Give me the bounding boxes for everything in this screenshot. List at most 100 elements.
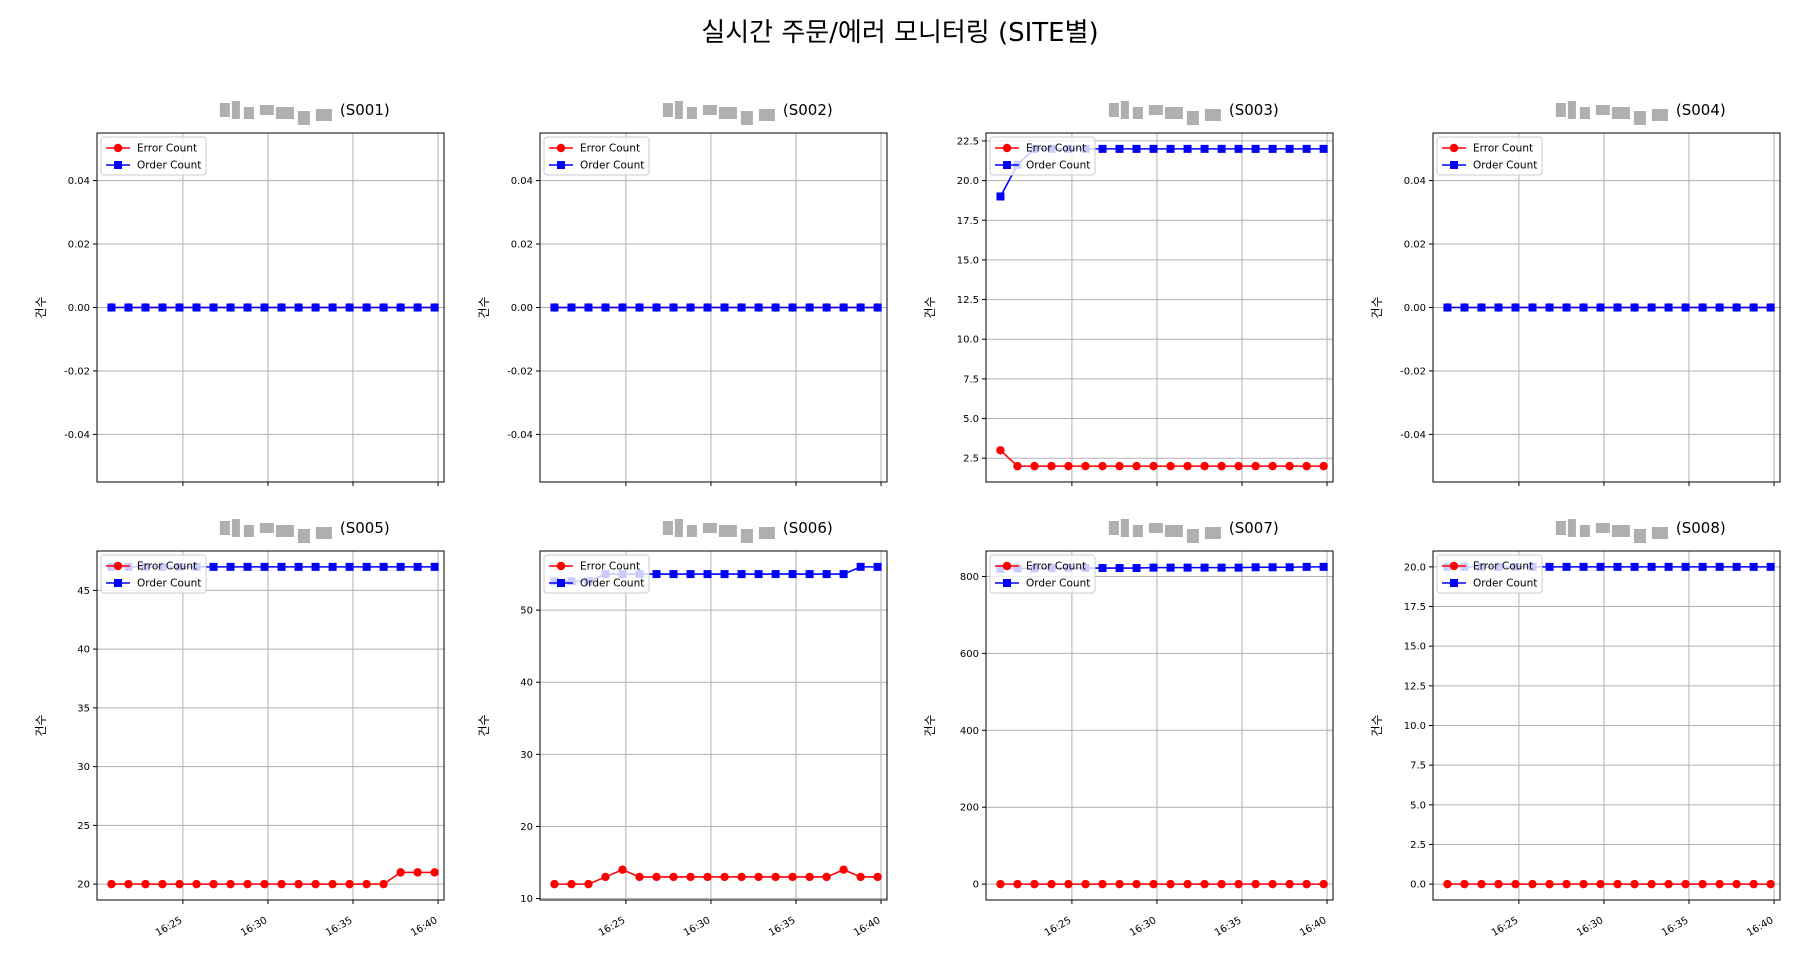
redaction-block [243, 107, 254, 119]
error-count-point [618, 865, 627, 874]
y-tick-label: 7.5 [1410, 761, 1426, 772]
chart-title: (S001) [340, 101, 390, 119]
order-count-point [1528, 303, 1537, 312]
redaction-block [1611, 525, 1630, 537]
y-axis-label: 건수 [1370, 714, 1384, 736]
redaction-block [1204, 109, 1221, 121]
order-count-point [209, 562, 218, 571]
order-count-point [805, 303, 814, 312]
redaction-block [702, 105, 717, 115]
error-count-point [1149, 461, 1158, 471]
error-count-point [1698, 879, 1707, 889]
chart-title: (S007) [1229, 519, 1279, 537]
order-count-point [601, 303, 610, 312]
order-count-point [1319, 562, 1328, 571]
axes-frame [96, 132, 445, 483]
order-count-point [1268, 144, 1277, 153]
y-tick-label: 50 [520, 606, 533, 617]
legend-label: Error Count [1026, 143, 1086, 155]
error-count-point [1013, 461, 1022, 471]
redaction-block [1651, 527, 1668, 539]
error-count-point [311, 879, 320, 889]
error-count-point [1596, 879, 1605, 889]
chart-panel: 10 20 30 40 50 16:25 16:30 16:35 16:40 (S006) 건수 Er… [477, 519, 888, 939]
order-count-point [1698, 303, 1707, 312]
redaction-block [243, 525, 254, 537]
chart-panel: 0.0 2.5 5.0 7.5 10.0 12.5 15.0 17.5 20.0 16:25 16:… [1370, 519, 1781, 939]
order-count-point [124, 303, 133, 312]
y-tick-label: 0.00 [68, 303, 90, 314]
x-tick-label: 16:35 [1213, 915, 1243, 939]
error-count-point [1268, 461, 1277, 471]
y-tick-label: 0.02 [1404, 240, 1426, 251]
y-tick-label: -0.02 [507, 366, 533, 377]
legend: Error Count Order Count [989, 136, 1096, 176]
redaction-block [231, 101, 240, 119]
y-tick-label: 7.5 [963, 374, 979, 385]
error-count-point [243, 879, 252, 889]
redaction-block [219, 103, 230, 117]
error-count-point [379, 879, 388, 889]
legend-marker-circle [556, 143, 566, 153]
legend-label: Error Count [137, 143, 197, 155]
error-count-point [635, 872, 644, 882]
order-count-point [141, 303, 150, 312]
redaction-block [1204, 527, 1221, 539]
error-count-point [550, 879, 559, 889]
order-count-point [652, 570, 661, 579]
order-count-point [856, 303, 865, 312]
legend-label: Error Count [137, 561, 197, 573]
order-count-point [1166, 144, 1175, 153]
error-count-point [1579, 879, 1588, 889]
error-count-point [1285, 461, 1294, 471]
x-tick-label: 16:40 [409, 915, 439, 939]
redaction-block [662, 521, 673, 535]
order-count-point [771, 570, 780, 579]
redaction-block [1555, 103, 1566, 117]
legend-label: Order Count [580, 160, 644, 172]
order-count-point [1630, 562, 1639, 571]
y-axis-label: 건수 [34, 714, 48, 736]
x-tick-label: 16:40 [852, 915, 882, 939]
y-tick-label: 40 [77, 645, 90, 656]
order-count-point [277, 562, 286, 571]
error-count-point [430, 868, 439, 877]
y-axis-label: 건수 [923, 296, 937, 318]
redaction-block [1567, 519, 1576, 537]
order-count-point [1149, 563, 1158, 572]
error-count-point [1766, 879, 1775, 889]
order-count-point [175, 303, 184, 312]
axes-frame [985, 132, 1334, 483]
order-count-point [1302, 144, 1311, 153]
y-tick-label: 20 [520, 822, 533, 833]
error-count-point [1081, 879, 1090, 889]
order-count-point [1200, 563, 1209, 572]
redaction-block [1186, 529, 1199, 543]
order-count-point [1115, 564, 1124, 573]
error-count-point [1013, 879, 1022, 889]
error-count-point [1183, 879, 1192, 889]
error-count-point [873, 872, 882, 882]
redaction-block [259, 105, 274, 115]
order-count-point [788, 303, 797, 312]
error-count-point [805, 872, 814, 882]
redaction-block [1555, 521, 1566, 535]
legend-marker-square [557, 161, 565, 169]
y-tick-label: -0.04 [507, 430, 533, 441]
error-count-point [413, 868, 422, 877]
redaction-block [1164, 107, 1183, 119]
redacted-site-name [1555, 519, 1668, 543]
error-count-point [1460, 879, 1469, 889]
order-count-point [396, 303, 405, 312]
error-count-point [277, 879, 286, 889]
error-count-point [720, 872, 729, 882]
redaction-block [1148, 105, 1163, 115]
error-count-point [1217, 461, 1226, 471]
order-count-point [1234, 144, 1243, 153]
order-count-point [1613, 562, 1622, 571]
legend-marker-circle [113, 143, 123, 153]
error-count-point [996, 446, 1005, 455]
order-count-point [1562, 562, 1571, 571]
y-tick-label: 10.0 [957, 335, 979, 346]
error-count-point [703, 872, 712, 882]
